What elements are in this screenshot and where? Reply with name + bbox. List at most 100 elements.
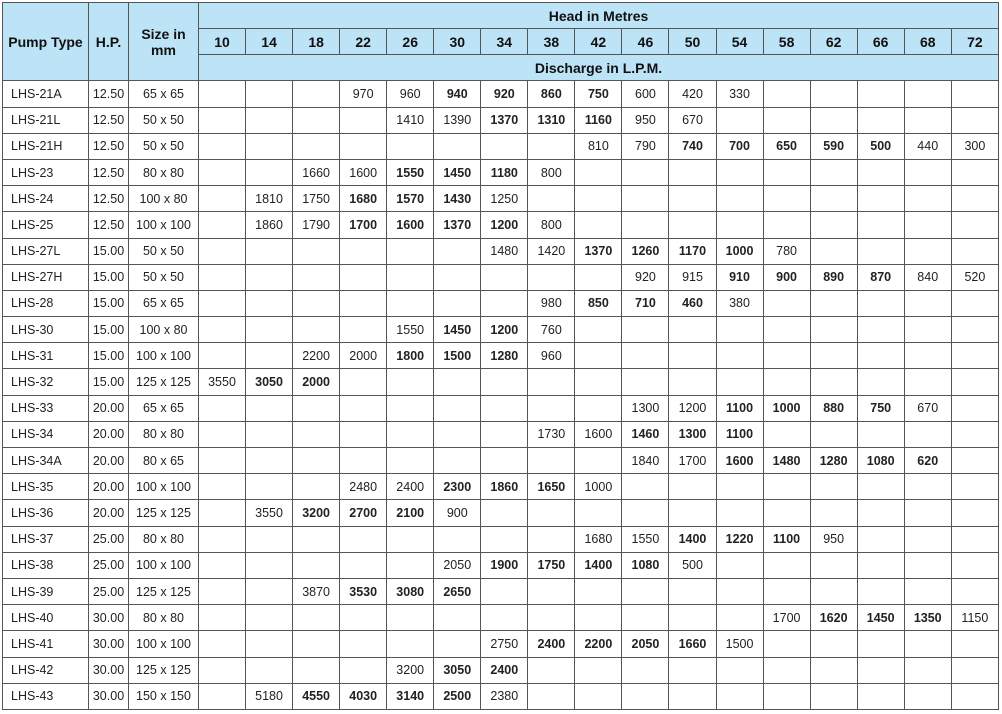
discharge-cell: 1410 xyxy=(386,106,435,134)
empty-cell xyxy=(339,551,388,579)
empty-cell xyxy=(950,420,1000,449)
discharge-cell: 4030 xyxy=(339,682,388,710)
discharge-cell: 1350 xyxy=(903,604,952,632)
empty-cell xyxy=(433,446,482,475)
size-cell: 125 x 125 xyxy=(128,577,199,606)
discharge-cell: 1400 xyxy=(668,525,717,553)
empty-cell xyxy=(809,289,858,318)
pump-type-cell: LHS-21H xyxy=(2,132,89,160)
discharge-cell: 800 xyxy=(527,158,576,187)
empty-cell xyxy=(950,551,1000,579)
discharge-cell: 1000 xyxy=(715,237,764,265)
empty-cell xyxy=(245,577,294,606)
empty-cell xyxy=(903,342,952,370)
empty-cell xyxy=(433,237,482,265)
hp-cell: 20.00 xyxy=(88,473,129,501)
empty-cell xyxy=(292,80,341,108)
empty-cell xyxy=(574,499,623,527)
discharge-cell: 950 xyxy=(809,525,858,553)
empty-cell xyxy=(809,106,858,134)
empty-cell xyxy=(386,551,435,579)
hp-cell: 20.00 xyxy=(88,394,129,422)
empty-cell xyxy=(245,551,294,579)
empty-cell xyxy=(715,682,764,710)
empty-cell xyxy=(574,263,623,291)
discharge-cell: 1080 xyxy=(856,446,905,475)
discharge-cell: 960 xyxy=(386,80,435,108)
table-row: LHS-21L 12.50 50 x 50 1410 1390 1370 1310 1160 9… xyxy=(2,106,1000,134)
empty-cell xyxy=(292,525,341,553)
size-cell: 80 x 80 xyxy=(128,158,199,187)
hp-cell: 15.00 xyxy=(88,368,129,396)
empty-cell xyxy=(621,185,670,213)
empty-cell xyxy=(292,604,341,632)
discharge-cell: 1500 xyxy=(433,342,482,370)
empty-cell xyxy=(480,368,529,396)
empty-cell xyxy=(856,656,905,684)
empty-cell xyxy=(621,368,670,396)
empty-cell xyxy=(856,551,905,579)
table-row: LHS-23 12.50 80 x 80 1660 1600 1550 1450 1180 80… xyxy=(2,158,1000,187)
discharge-cell: 1200 xyxy=(480,211,529,239)
discharge-cell: 3550 xyxy=(197,368,247,396)
empty-cell xyxy=(574,604,623,632)
empty-cell xyxy=(668,473,717,501)
discharge-cell: 1620 xyxy=(809,604,858,632)
discharge-cell: 700 xyxy=(715,132,764,160)
empty-cell xyxy=(950,80,1000,108)
discharge-cell: 1700 xyxy=(668,446,717,475)
empty-cell xyxy=(339,394,388,422)
size-cell: 65 x 65 xyxy=(128,394,199,422)
size-cell: 150 x 150 xyxy=(128,682,199,710)
hp-cell: 15.00 xyxy=(88,342,129,370)
empty-cell xyxy=(245,289,294,318)
empty-cell xyxy=(856,342,905,370)
discharge-cell: 1420 xyxy=(527,237,576,265)
empty-cell xyxy=(245,394,294,422)
empty-cell xyxy=(903,630,952,658)
discharge-cell: 920 xyxy=(480,80,529,108)
discharge-cell: 1450 xyxy=(433,158,482,187)
empty-cell xyxy=(527,656,576,684)
empty-cell xyxy=(386,263,435,291)
empty-cell xyxy=(856,185,905,213)
empty-cell xyxy=(856,420,905,449)
discharge-cell: 440 xyxy=(903,132,952,160)
pump-type-cell: LHS-36 xyxy=(2,499,89,527)
empty-cell xyxy=(527,577,576,606)
discharge-cell: 750 xyxy=(574,80,623,108)
empty-cell xyxy=(856,211,905,239)
empty-cell xyxy=(762,80,811,108)
empty-cell xyxy=(527,446,576,475)
discharge-cell: 1100 xyxy=(762,525,811,553)
empty-cell xyxy=(197,656,247,684)
discharge-cell: 1200 xyxy=(480,316,529,344)
empty-cell xyxy=(574,394,623,422)
size-cell: 50 x 50 xyxy=(128,132,199,160)
hp-cell: 12.50 xyxy=(88,132,129,160)
table-body: LHS-21A 12.50 65 x 65 970 960 940 920 860 750 600… xyxy=(2,80,1000,710)
empty-cell xyxy=(197,473,247,501)
empty-cell xyxy=(856,368,905,396)
table-row: LHS-25 12.50 100 x 100 1860 1790 1700 1600 1370… xyxy=(2,211,1000,239)
discharge-cell: 1500 xyxy=(715,630,764,658)
empty-cell xyxy=(621,211,670,239)
empty-cell xyxy=(903,551,952,579)
empty-cell xyxy=(292,446,341,475)
discharge-cell: 670 xyxy=(903,394,952,422)
empty-cell xyxy=(950,525,1000,553)
empty-cell xyxy=(809,473,858,501)
size-cell: 100 x 80 xyxy=(128,316,199,344)
empty-cell xyxy=(292,394,341,422)
empty-cell xyxy=(292,316,341,344)
empty-cell xyxy=(433,604,482,632)
empty-cell xyxy=(292,263,341,291)
head-68: 68 xyxy=(903,27,952,56)
empty-cell xyxy=(856,237,905,265)
empty-cell xyxy=(245,316,294,344)
empty-cell xyxy=(809,499,858,527)
empty-cell xyxy=(856,158,905,187)
empty-cell xyxy=(621,682,670,710)
discharge-cell: 520 xyxy=(950,263,1000,291)
